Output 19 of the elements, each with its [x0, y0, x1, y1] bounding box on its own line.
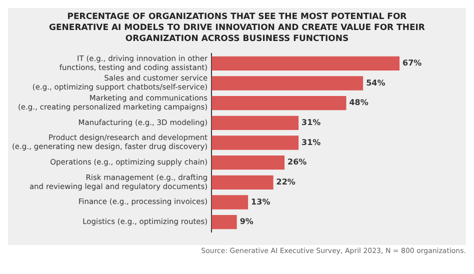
data-label: 31% [302, 138, 321, 147]
data-label: 13% [251, 197, 270, 206]
bar [212, 116, 299, 130]
data-label: 48% [349, 98, 368, 108]
bar [212, 76, 364, 90]
chart-title: PERCENTAGE OF ORGANIZATIONS THAT SEE THE MOST POTENTIAL FOR GENERATIVE AI MODELS TO DRIVE INNOVATION AND CREATE VALUE FOR THEIR ORGANIZATION ACROSS BUSINESS FUNCTIONS [48, 12, 426, 45]
bar [212, 56, 400, 70]
bar [212, 175, 274, 190]
data-label: 54% [366, 78, 386, 88]
bar [212, 156, 285, 170]
bar [212, 136, 299, 150]
data-label: 31% [302, 118, 321, 127]
bar [212, 195, 248, 210]
bar [212, 96, 346, 110]
data-label: 22% [276, 177, 296, 186]
data-label: 9% [240, 217, 254, 226]
data-label: 67% [402, 58, 422, 68]
data-label: 26% [288, 158, 307, 167]
bar [212, 215, 237, 230]
